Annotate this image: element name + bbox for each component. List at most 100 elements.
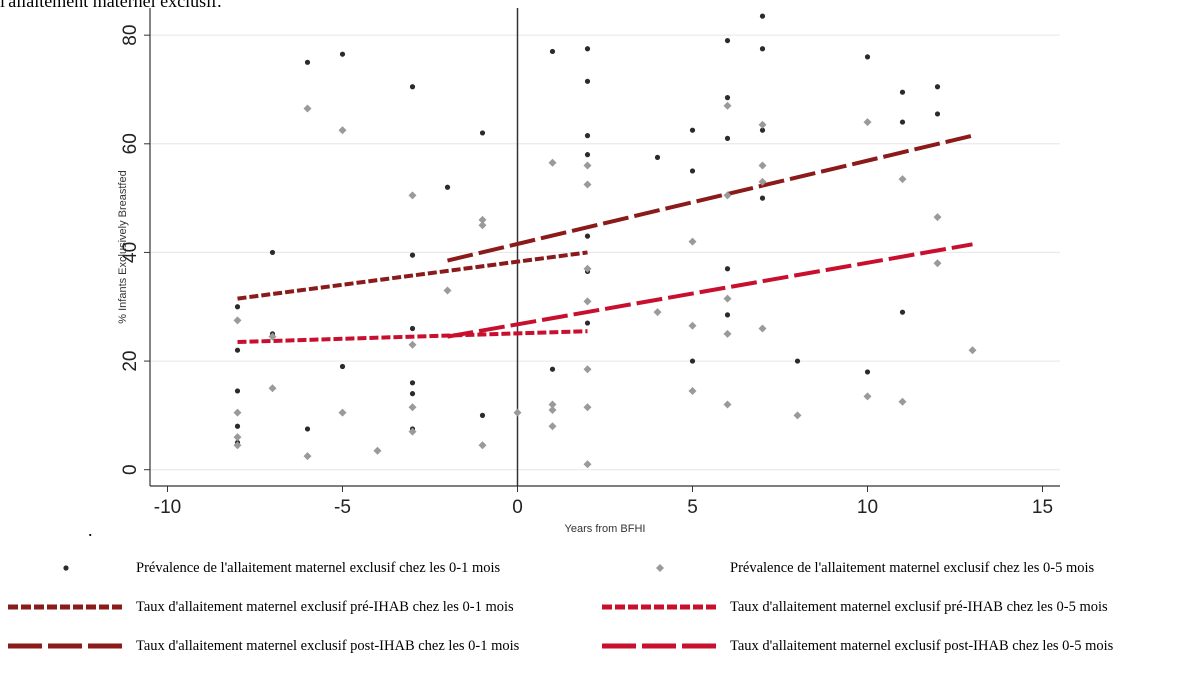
y-tick-label: 0 [120, 464, 141, 475]
scatter-chart: 0 20 40 60 80 -10 -5 0 5 10 15 Years from BFHI % I… [88, 8, 1060, 540]
stray-mark: . [88, 520, 93, 540]
point-0-5 [478, 221, 487, 230]
point-0-1 [409, 252, 416, 258]
point-0-1 [724, 37, 731, 44]
point-0-5 [863, 392, 872, 401]
point-0-5 [688, 321, 697, 330]
point-0-1 [689, 358, 696, 364]
point-0-5 [933, 259, 942, 268]
point-0-5 [408, 191, 417, 200]
legend-item: Taux d'allaitement maternel exclusif pré… [600, 597, 1108, 617]
point-0-5 [933, 213, 942, 222]
point-0-5 [233, 441, 242, 450]
axis-ticks: 0 20 40 60 80 -10 -5 0 5 10 15 [120, 25, 1053, 518]
x-tick-label: -10 [154, 497, 181, 518]
point-0-5 [723, 329, 732, 338]
point-0-5 [408, 403, 417, 412]
legend-swatch-short-dash-red [602, 604, 718, 610]
point-0-1 [409, 84, 416, 90]
point-0-5 [233, 408, 242, 417]
legend-label: Prévalence de l'allaitement maternel exc… [136, 559, 501, 576]
point-0-5 [233, 316, 242, 325]
point-0-1 [479, 412, 486, 418]
fit-line-1 [237, 250, 588, 301]
point-0-5 [548, 405, 557, 414]
legend-item: Taux d'allaitement maternel exclusif pos… [600, 636, 1113, 656]
x-tick-label: 5 [687, 497, 698, 518]
legend-diamond [656, 564, 664, 572]
legend-swatch-long-dash-red [602, 643, 718, 649]
point-0-5 [478, 441, 487, 450]
legend-swatch-short-dash-dark [8, 604, 124, 610]
point-0-5 [548, 422, 557, 431]
point-0-1 [689, 168, 696, 174]
x-tick-label: 0 [512, 497, 523, 518]
point-0-1 [584, 46, 591, 52]
legend-swatch-diamond [656, 564, 664, 572]
y-tick-label: 80 [120, 25, 141, 46]
point-0-5 [583, 161, 592, 170]
point-0-5 [583, 297, 592, 306]
point-0-5 [898, 397, 907, 406]
fit-lines [237, 133, 973, 345]
point-0-5 [758, 161, 767, 170]
header-text: l'allaitement maternel exclusif. [0, 0, 222, 11]
point-0-1 [584, 152, 591, 158]
legend-item: Taux d'allaitement maternel exclusif pos… [6, 636, 519, 656]
point-0-5 [408, 340, 417, 349]
point-0-1 [899, 309, 906, 315]
point-0-1 [549, 48, 556, 55]
point-0-1 [759, 195, 766, 201]
point-0-5 [478, 215, 487, 224]
point-0-5 [898, 175, 907, 184]
point-0-1 [304, 59, 311, 65]
x-tick-label: -5 [334, 497, 351, 518]
legend-dot [63, 565, 69, 571]
legend-label: Prévalence de l'allaitement maternel exc… [730, 559, 1095, 576]
point-0-1 [864, 369, 871, 375]
point-0-1 [234, 347, 241, 353]
point-0-5 [688, 237, 697, 246]
y-axis-label: % Infants Exclusively Breastfed [117, 170, 129, 323]
point-0-1 [339, 363, 346, 370]
fit-line-2 [237, 329, 588, 345]
point-0-1 [934, 111, 941, 117]
point-0-1 [724, 135, 731, 141]
x-axis-label: Years from BFHI [565, 523, 646, 535]
point-0-1 [234, 423, 241, 429]
point-0-5 [583, 403, 592, 412]
point-0-1 [584, 133, 591, 139]
point-0-5 [583, 460, 592, 469]
legend-swatch-dot [63, 565, 69, 571]
point-0-1 [339, 51, 346, 57]
legend-item: Prévalence de l'allaitement maternel exc… [600, 558, 1094, 578]
x-tick-label: 10 [857, 497, 878, 518]
point-0-5 [583, 264, 592, 273]
point-0-1 [409, 391, 416, 397]
point-0-5 [268, 384, 277, 393]
point-0-1 [899, 89, 906, 95]
point-0-1 [724, 312, 731, 318]
point-0-5 [583, 180, 592, 189]
point-0-5 [373, 446, 382, 455]
point-0-1 [794, 358, 801, 364]
point-0-5 [968, 346, 977, 355]
point-0-5 [723, 400, 732, 409]
legend-item: Taux d'allaitement maternel exclusif pré… [6, 597, 514, 617]
fit-line-3 [447, 133, 973, 263]
grid-lines [150, 34, 1060, 471]
point-0-1 [724, 95, 731, 101]
point-0-1 [479, 130, 486, 136]
point-0-5 [583, 365, 592, 374]
legend-item: Prévalence de l'allaitement maternel exc… [6, 558, 500, 578]
point-0-1 [409, 380, 416, 386]
point-0-1 [584, 233, 591, 239]
point-0-5 [443, 286, 452, 295]
point-0-5 [723, 294, 732, 303]
fit-line-4 [447, 242, 973, 339]
point-0-1 [304, 426, 311, 432]
point-0-1 [654, 154, 661, 160]
x-tick-label: 15 [1032, 497, 1053, 518]
point-0-1 [689, 127, 696, 133]
point-0-1 [584, 78, 591, 84]
